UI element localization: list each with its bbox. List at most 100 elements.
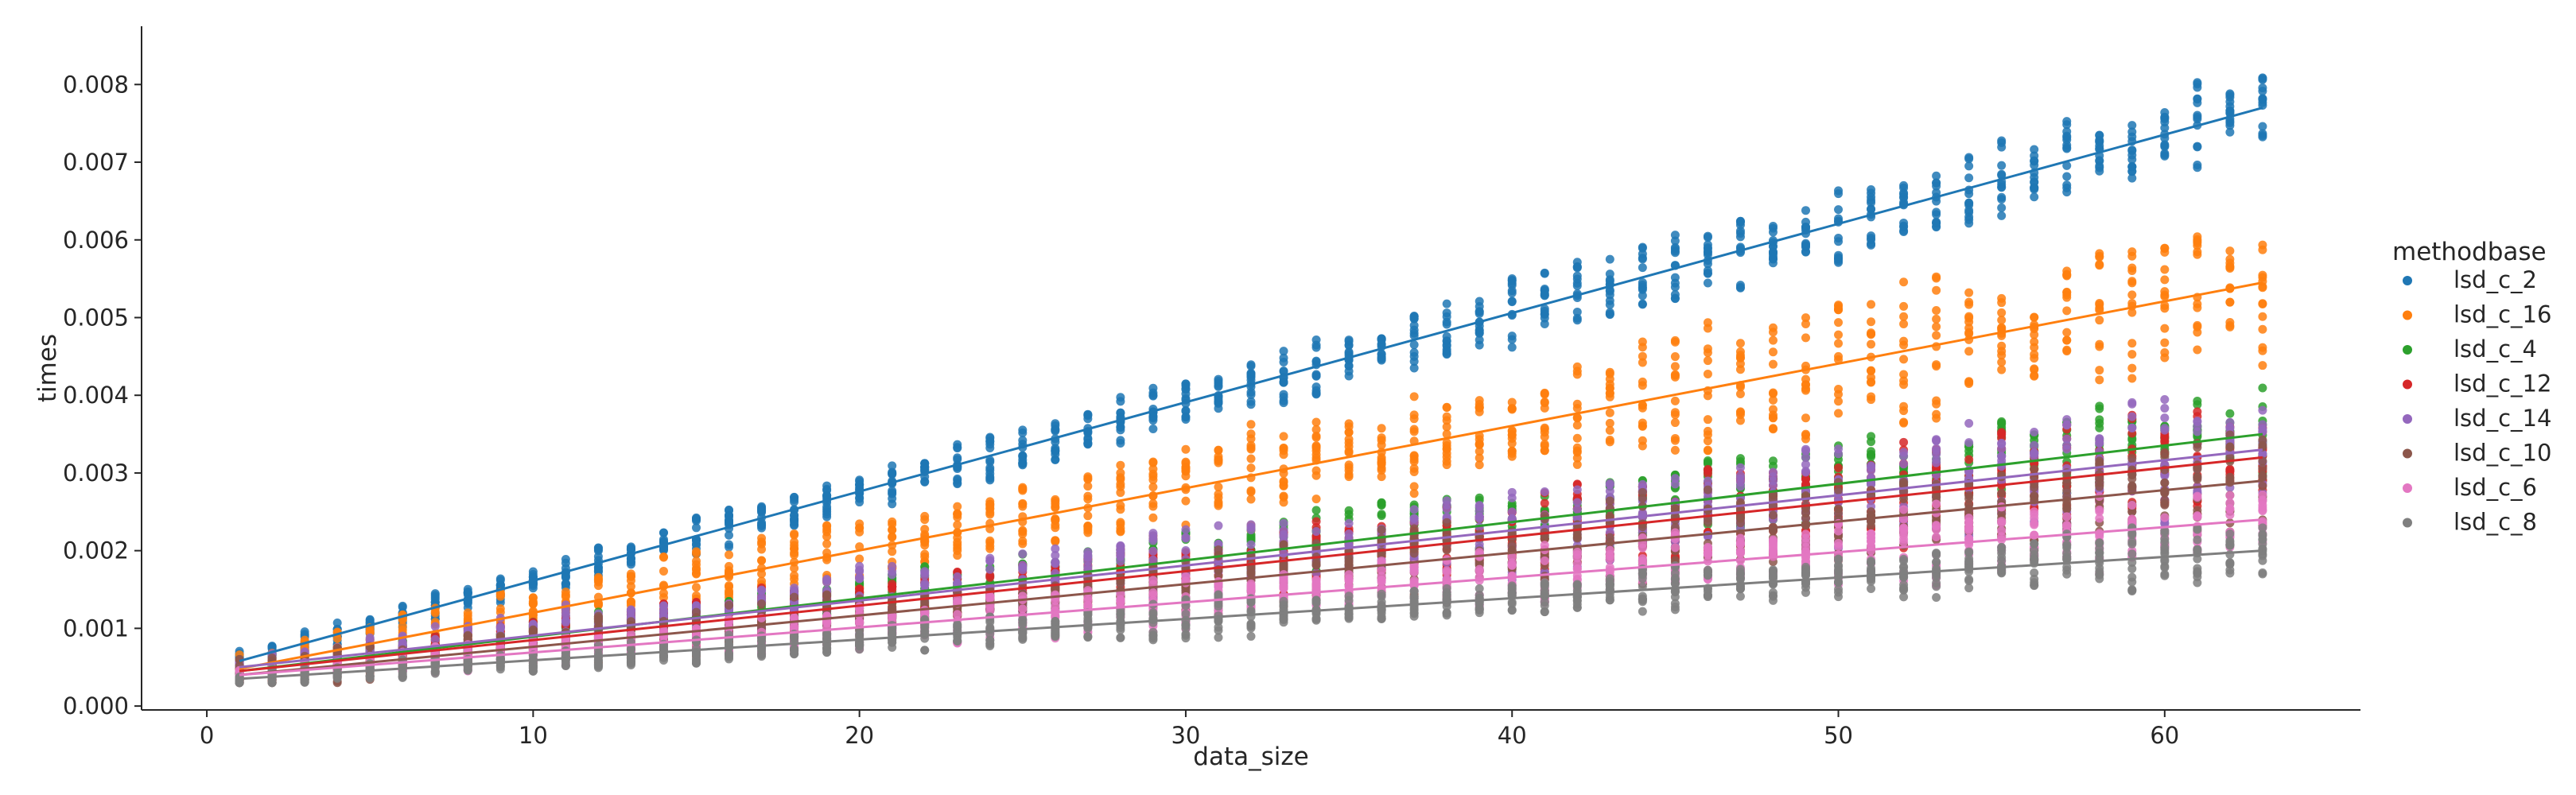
data-point: [1932, 207, 1941, 217]
data-point: [757, 599, 767, 609]
data-point: [1474, 493, 1484, 502]
data-point: [1507, 335, 1517, 344]
data-point: [1768, 467, 1778, 477]
data-point: [1018, 436, 1028, 445]
data-point: [1899, 277, 1909, 287]
data-point: [1214, 446, 1223, 456]
data-point: [1735, 339, 1745, 348]
data-point: [2258, 361, 2267, 370]
data-point: [1638, 351, 1647, 361]
data-point: [1964, 455, 1974, 464]
data-point: [1116, 439, 1125, 448]
data-point: [1703, 259, 1712, 269]
data-point: [1964, 313, 1974, 323]
data-point: [528, 569, 538, 579]
data-point: [267, 642, 277, 651]
data-point: [1605, 290, 1614, 300]
data-point: [1834, 390, 1844, 399]
data-point: [1670, 352, 1680, 362]
data-point: [1572, 316, 1582, 325]
data-point: [659, 553, 668, 562]
data-point: [1148, 424, 1158, 433]
data-point: [528, 599, 538, 609]
data-point: [1540, 304, 1549, 314]
data-point: [2095, 252, 2104, 262]
data-point: [528, 584, 538, 593]
data-point: [659, 528, 668, 537]
data-point: [332, 634, 342, 643]
data-point: [1540, 446, 1549, 456]
data-point: [920, 567, 930, 576]
data-point: [725, 530, 734, 540]
data-point: [2127, 263, 2137, 273]
data-point: [1018, 537, 1028, 546]
data-point: [757, 518, 767, 528]
data-point: [953, 520, 962, 529]
data-point: [561, 588, 570, 597]
data-point: [1116, 397, 1125, 406]
data-point: [1572, 448, 1582, 457]
data-point: [855, 527, 864, 537]
data-point: [2193, 247, 2202, 257]
data-point: [626, 557, 635, 567]
data-point: [1442, 299, 1451, 308]
data-point: [1605, 270, 1614, 279]
data-point: [692, 591, 701, 600]
data-point: [2160, 141, 2170, 150]
data-point: [561, 616, 570, 626]
data-point: [2030, 145, 2039, 154]
data-point: [1409, 320, 1419, 330]
data-point: [1703, 391, 1712, 401]
data-point: [1246, 370, 1256, 379]
data-point: [1899, 406, 1909, 416]
data-point: [1377, 472, 1386, 482]
data-point: [1572, 460, 1582, 469]
data-point: [1997, 308, 2007, 317]
data-point: [888, 532, 897, 541]
data-point: [1964, 154, 1974, 164]
data-point: [1572, 498, 1582, 507]
data-point: [2030, 428, 2039, 437]
data-point: [1703, 426, 1712, 436]
data-point: [1442, 320, 1451, 329]
data-point: [2258, 277, 2267, 286]
data-point: [1344, 428, 1354, 437]
data-point: [2062, 266, 2072, 276]
data-point: [1148, 546, 1158, 556]
data-point: [1932, 399, 1941, 409]
data-point: [2258, 424, 2267, 433]
data-point: [2030, 440, 2039, 450]
data-point: [920, 515, 930, 525]
data-point: [1051, 559, 1060, 568]
data-point: [2160, 338, 2170, 347]
data-point: [822, 491, 832, 501]
data-point: [1572, 421, 1582, 430]
data-point: [1409, 482, 1419, 491]
data-point: [757, 569, 767, 579]
data-point: [2160, 275, 2170, 285]
data-point: [2127, 251, 2137, 261]
data-point: [1116, 579, 1125, 588]
data-point: [1311, 453, 1321, 463]
data-point: [1409, 514, 1419, 523]
data-point: [1344, 510, 1354, 519]
data-point: [1083, 433, 1093, 443]
data-point: [1703, 231, 1712, 241]
data-point: [2193, 142, 2202, 151]
data-point: [985, 472, 995, 482]
data-point: [2258, 324, 2267, 334]
data-point: [1474, 513, 1484, 522]
data-point: [1638, 418, 1647, 428]
data-point: [1638, 436, 1647, 445]
data-point: [2225, 417, 2235, 427]
data-point: [985, 432, 995, 442]
data-point: [1018, 425, 1028, 435]
data-point: [1507, 541, 1517, 550]
data-point: [1997, 161, 2007, 170]
data-point: [855, 561, 864, 571]
data-point: [1997, 324, 2007, 333]
data-point: [593, 575, 603, 584]
data-point: [1474, 307, 1484, 316]
data-point: [1899, 460, 1909, 469]
data-point: [2095, 418, 2104, 428]
